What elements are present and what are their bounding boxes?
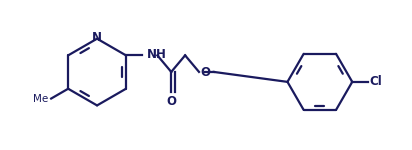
Text: Me: Me bbox=[33, 94, 48, 103]
Text: O: O bbox=[200, 66, 210, 79]
Text: Cl: Cl bbox=[369, 75, 382, 88]
Text: N: N bbox=[92, 31, 102, 44]
Text: O: O bbox=[166, 95, 176, 108]
Text: NH: NH bbox=[147, 48, 166, 61]
